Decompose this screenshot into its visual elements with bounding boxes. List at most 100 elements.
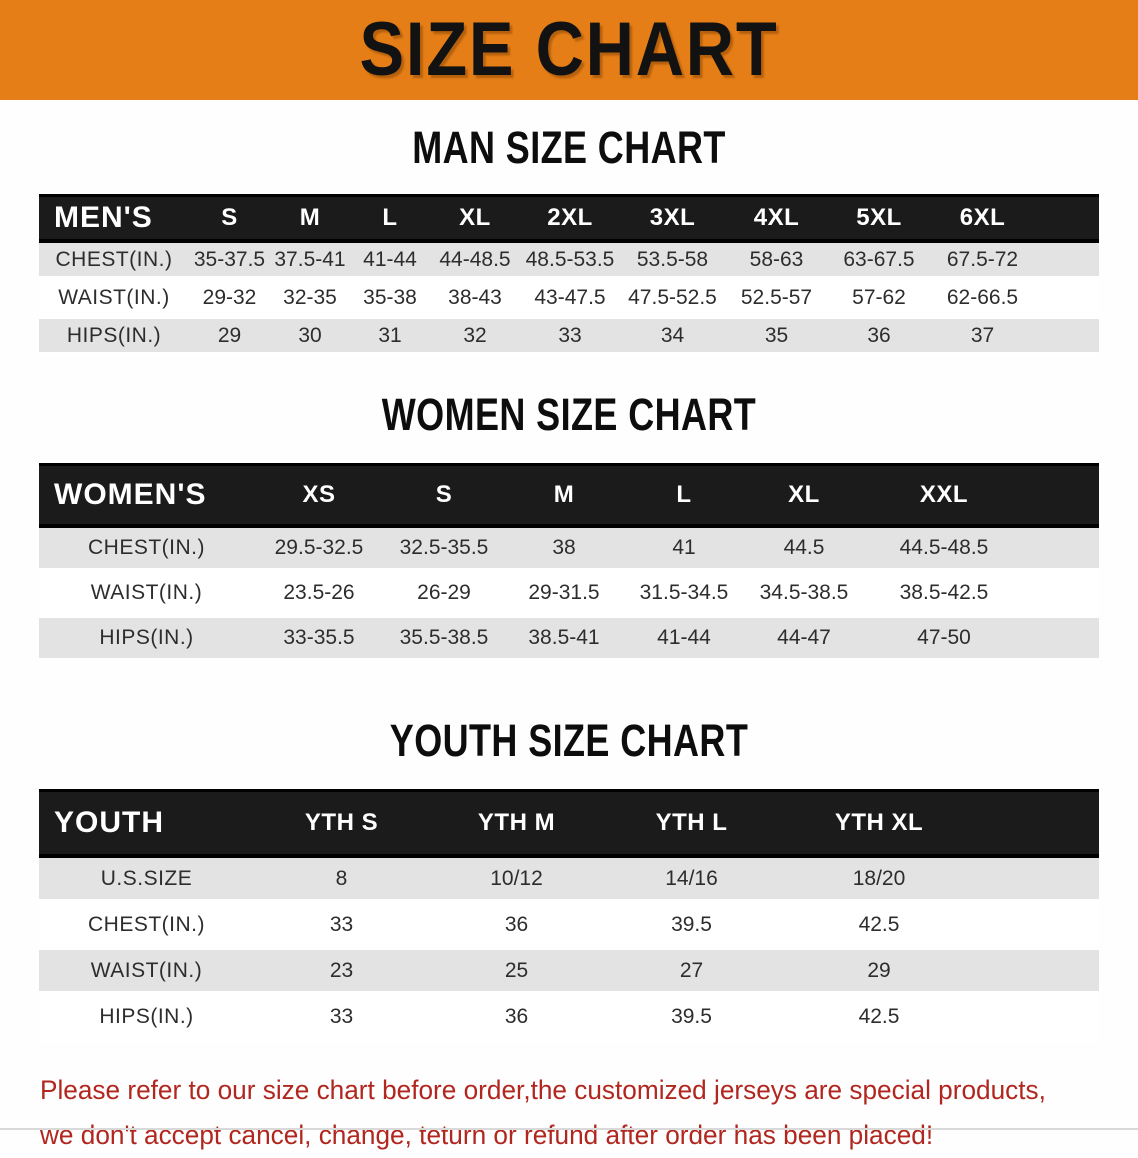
size-cell: 29-31.5 <box>504 570 624 618</box>
youth-corner-label: YOUTH <box>39 789 254 858</box>
column-header: L <box>350 194 430 243</box>
youth-section-heading: YOUTH SIZE CHART <box>0 715 1138 767</box>
spacer-cell <box>1024 463 1099 528</box>
table-row: CHEST(IN.) 35-37.5 37.5-41 41-44 44-48.5… <box>39 241 1099 281</box>
size-cell: 39.5 <box>604 993 779 1042</box>
table-row: HIPS(IN.) 33-35.5 35.5-38.5 38.5-41 41-4… <box>39 615 1099 663</box>
size-cell: 47-50 <box>864 615 1024 663</box>
size-cell: 32-35 <box>270 278 350 319</box>
disclaimer-note: Please refer to our size chart before or… <box>40 1068 1138 1158</box>
row-label: HIPS(IN.) <box>39 615 254 663</box>
column-header: S <box>384 463 504 528</box>
size-cell: 29-32 <box>189 278 270 319</box>
size-cell: 14/16 <box>604 856 779 904</box>
spacer-cell <box>1035 316 1099 357</box>
size-cell: 32 <box>430 316 520 357</box>
size-cell: 35-38 <box>350 278 430 319</box>
page-title: SIZE CHART <box>359 7 779 92</box>
size-cell: 53.5-58 <box>620 241 725 281</box>
men-section-heading: MAN SIZE CHART <box>0 122 1138 174</box>
size-cell: 37.5-41 <box>270 241 350 281</box>
size-cell: 31 <box>350 316 430 357</box>
spacer-cell <box>1024 570 1099 618</box>
women-section-heading: WOMEN SIZE CHART <box>0 389 1138 441</box>
table-row: HIPS(IN.) 29 30 31 32 33 34 35 36 37 <box>39 316 1099 357</box>
column-header: XXL <box>864 463 1024 528</box>
size-cell: 23 <box>254 947 429 996</box>
youth-heading-text: YOUTH SIZE CHART <box>389 715 749 766</box>
bottom-divider <box>0 1128 1138 1130</box>
size-cell: 25 <box>429 947 604 996</box>
size-cell: 42.5 <box>779 901 979 950</box>
size-cell: 41 <box>624 526 744 573</box>
size-cell: 31.5-34.5 <box>624 570 744 618</box>
table-header-row: MEN'S S M L XL 2XL 3XL 4XL 5XL 6XL <box>39 194 1099 243</box>
column-header: 3XL <box>620 194 725 243</box>
size-cell: 27 <box>604 947 779 996</box>
size-cell: 43-47.5 <box>520 278 620 319</box>
column-header: YTH XL <box>779 789 979 858</box>
men-table-wrap: MEN'S S M L XL 2XL 3XL 4XL 5XL 6XL CHEST… <box>39 194 1099 357</box>
women-corner-label: WOMEN'S <box>39 463 254 528</box>
size-cell: 33 <box>254 901 429 950</box>
size-cell: 44.5-48.5 <box>864 526 1024 573</box>
size-cell: 38 <box>504 526 624 573</box>
youth-table-wrap: YOUTH YTH S YTH M YTH L YTH XL U.S.SIZE … <box>39 789 1099 1042</box>
spacer-cell <box>979 901 1099 950</box>
row-label: WAIST(IN.) <box>39 570 254 618</box>
row-label: HIPS(IN.) <box>39 993 254 1042</box>
table-row: WAIST(IN.) 23.5-26 26-29 29-31.5 31.5-34… <box>39 570 1099 618</box>
column-header: XL <box>430 194 520 243</box>
size-cell: 44-47 <box>744 615 864 663</box>
men-size-table: MEN'S S M L XL 2XL 3XL 4XL 5XL 6XL CHEST… <box>39 194 1099 357</box>
column-header: XS <box>254 463 384 528</box>
column-header: 5XL <box>828 194 930 243</box>
size-cell: 41-44 <box>624 615 744 663</box>
spacer-cell <box>979 993 1099 1042</box>
size-cell: 35.5-38.5 <box>384 615 504 663</box>
size-cell: 44.5 <box>744 526 864 573</box>
size-cell: 58-63 <box>725 241 828 281</box>
spacer-cell <box>979 789 1099 858</box>
row-label: CHEST(IN.) <box>39 241 189 281</box>
size-cell: 8 <box>254 856 429 904</box>
size-cell: 63-67.5 <box>828 241 930 281</box>
column-header: XL <box>744 463 864 528</box>
size-cell: 23.5-26 <box>254 570 384 618</box>
row-label: CHEST(IN.) <box>39 901 254 950</box>
table-row: WAIST(IN.) 23 25 27 29 <box>39 947 1099 996</box>
table-row: HIPS(IN.) 33 36 39.5 42.5 <box>39 993 1099 1042</box>
youth-size-table: YOUTH YTH S YTH M YTH L YTH XL U.S.SIZE … <box>39 789 1099 1042</box>
table-header-row: YOUTH YTH S YTH M YTH L YTH XL <box>39 789 1099 858</box>
size-cell: 35-37.5 <box>189 241 270 281</box>
row-label: CHEST(IN.) <box>39 526 254 573</box>
size-cell: 38-43 <box>430 278 520 319</box>
size-cell: 57-62 <box>828 278 930 319</box>
row-label: U.S.SIZE <box>39 856 254 904</box>
size-cell: 18/20 <box>779 856 979 904</box>
size-cell: 29 <box>779 947 979 996</box>
table-header-row: WOMEN'S XS S M L XL XXL <box>39 463 1099 528</box>
women-heading-text: WOMEN SIZE CHART <box>381 389 757 440</box>
column-header: S <box>189 194 270 243</box>
column-header: YTH M <box>429 789 604 858</box>
size-cell: 33 <box>254 993 429 1042</box>
size-cell: 38.5-41 <box>504 615 624 663</box>
column-header: YTH L <box>604 789 779 858</box>
column-header: 4XL <box>725 194 828 243</box>
size-cell: 48.5-53.5 <box>520 241 620 281</box>
size-cell: 36 <box>429 901 604 950</box>
spacer-cell <box>1035 241 1099 281</box>
size-cell: 10/12 <box>429 856 604 904</box>
row-label: HIPS(IN.) <box>39 316 189 357</box>
size-cell: 35 <box>725 316 828 357</box>
size-cell: 52.5-57 <box>725 278 828 319</box>
row-label: WAIST(IN.) <box>39 278 189 319</box>
size-cell: 44-48.5 <box>430 241 520 281</box>
column-header: 6XL <box>930 194 1035 243</box>
men-corner-label: MEN'S <box>39 194 189 243</box>
size-cell: 38.5-42.5 <box>864 570 1024 618</box>
size-cell: 37 <box>930 316 1035 357</box>
spacer-cell <box>1024 526 1099 573</box>
women-table-wrap: WOMEN'S XS S M L XL XXL CHEST(IN.) 29.5-… <box>39 463 1099 663</box>
